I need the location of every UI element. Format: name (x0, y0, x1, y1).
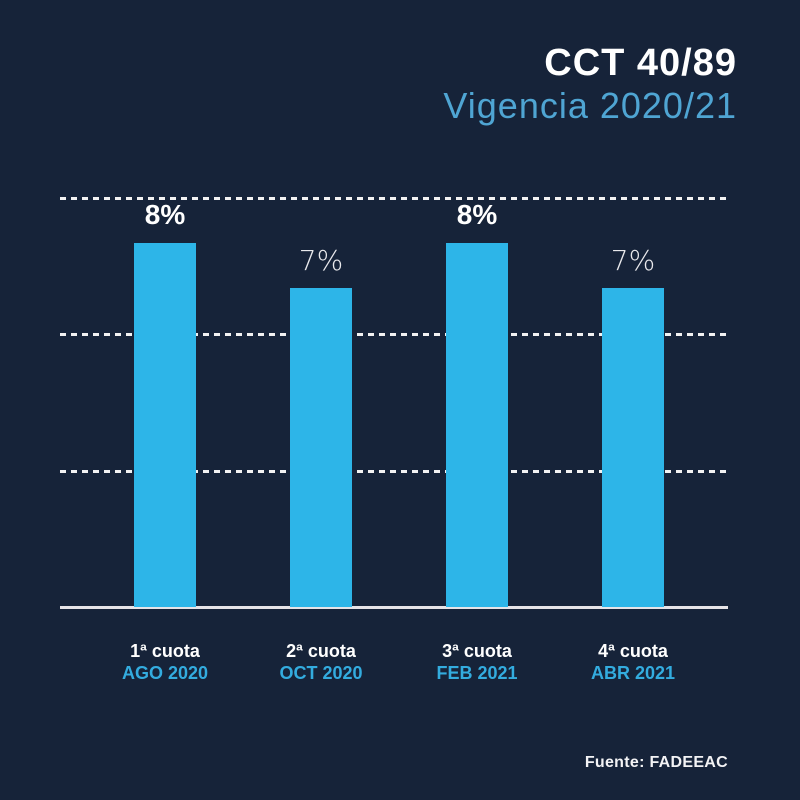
chart-subtitle: Vigencia 2020/21 (443, 84, 737, 126)
category-label-4: 4ª cuota ABR 2021 (558, 640, 708, 684)
category-label-1: 1ª cuota AGO 2020 (90, 640, 240, 684)
gridline-3-percent (60, 469, 728, 473)
value-label-4: 7% (610, 244, 656, 277)
gridline-9-percent (60, 196, 728, 200)
chart-header: CCT 40/89 Vigencia 2020/21 (443, 42, 737, 126)
gridline-6-percent (60, 333, 728, 336)
source-credit: Fuente: FADEEAC (584, 754, 728, 771)
bar-4-cuota (602, 288, 664, 607)
category-date-text: FEB 2021 (436, 663, 518, 683)
chart-title: CCT 40/89 (544, 42, 737, 84)
value-label-1: 8% (144, 199, 186, 230)
category-cuota-text: 2ª cuota (286, 641, 356, 661)
bar-3-cuota (446, 243, 508, 607)
category-label-3: 3ª cuota FEB 2021 (402, 640, 552, 684)
category-date-text: AGO 2020 (121, 663, 209, 683)
value-label-3: 8% (456, 199, 498, 230)
bar-chart-plot-area: 8% 1ª cuota AGO 2020 7% 2ª cuota OCT 2020 8% 3ª… (60, 0, 728, 800)
x-axis-baseline (60, 606, 728, 609)
value-label-2: 7% (298, 244, 344, 277)
category-cuota-text: 1ª cuota (130, 641, 200, 661)
category-cuota-text: 3ª cuota (442, 641, 512, 661)
bar-1-cuota (134, 243, 196, 607)
category-date-text: OCT 2020 (279, 663, 363, 683)
bar-2-cuota (290, 288, 352, 607)
category-label-2: 2ª cuota OCT 2020 (246, 640, 396, 684)
category-date-text: ABR 2021 (590, 663, 676, 683)
category-cuota-text: 4ª cuota (598, 641, 668, 661)
